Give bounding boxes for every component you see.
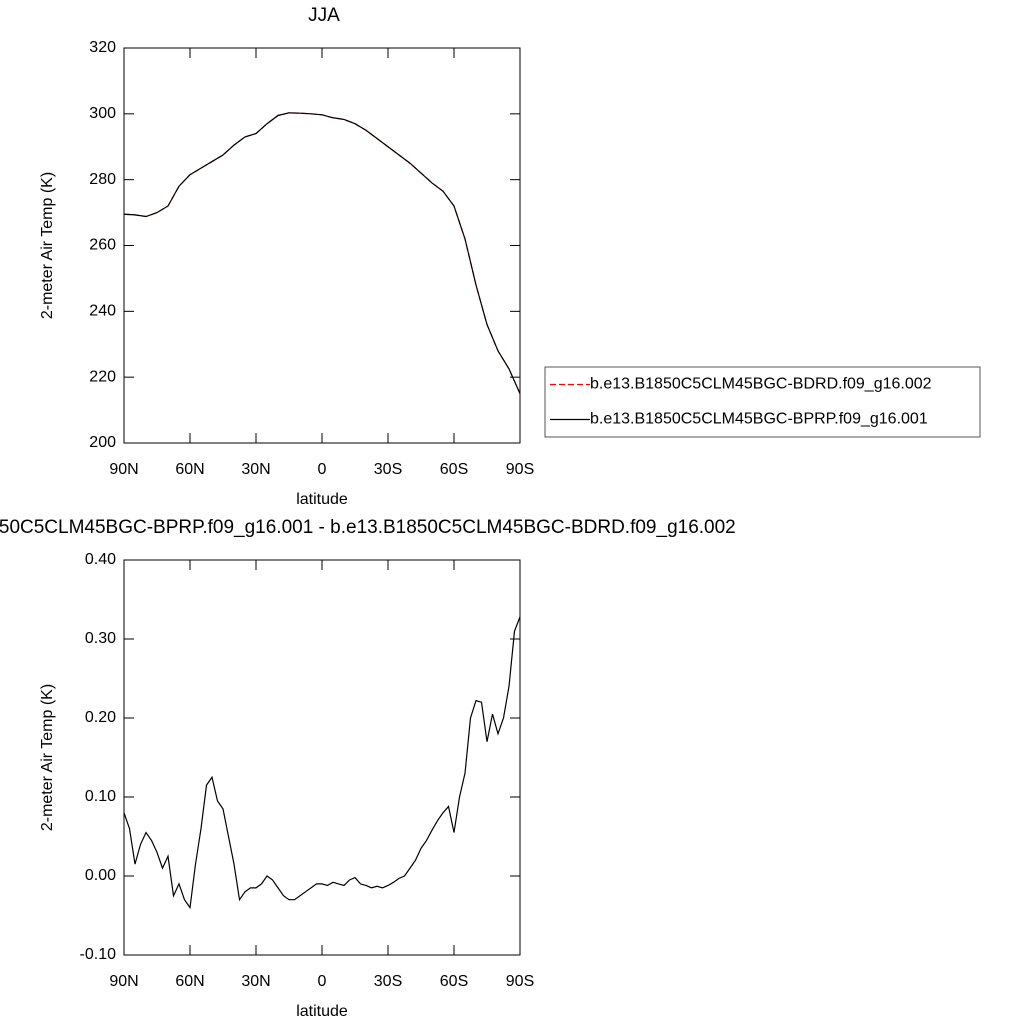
x-tick-label: 30S [374, 461, 402, 478]
data-line [123, 112, 521, 394]
x-tick-label: 0 [318, 973, 327, 990]
x-tick-label: 90S [506, 973, 534, 990]
y-tick-label: 0.20 [85, 709, 116, 726]
chart-title: JJA [308, 5, 340, 26]
x-tick-label: 60N [175, 973, 204, 990]
x-tick-label: 60N [175, 461, 204, 478]
y-tick-label: 320 [89, 39, 116, 56]
x-tick-label: 30N [241, 461, 270, 478]
x-tick-label: 60S [440, 461, 468, 478]
legend-box [544, 366, 981, 438]
x-axis-label: latitude [296, 491, 348, 508]
y-axis-label: 2-meter Air Temp (K) [39, 172, 56, 319]
chart-title: b.e13.B1850C5CLM45BGC-BPRP.f09_g16.001 -… [0, 517, 736, 538]
x-tick-label: 60S [440, 973, 468, 990]
x-tick-label: 90S [506, 461, 534, 478]
x-tick-label: 30N [241, 973, 270, 990]
y-axis-label: 2-meter Air Temp (K) [39, 684, 56, 831]
y-tick-label: 300 [89, 105, 116, 122]
y-tick-label: 240 [89, 303, 116, 320]
plot-frame [123, 47, 521, 444]
y-tick-label: 0.00 [85, 867, 116, 884]
x-tick-label: 0 [318, 461, 327, 478]
y-tick-label: 280 [89, 171, 116, 188]
x-tick-label: 90N [109, 973, 138, 990]
legend-label: b.e13.B1850C5CLM45BGC-BDRD.f09_g16.002 [590, 376, 932, 393]
x-tick-label: 90N [109, 461, 138, 478]
data-line [123, 616, 521, 910]
y-tick-label: -0.10 [80, 946, 117, 963]
data-line [123, 112, 521, 394]
y-tick-label: 0.40 [85, 551, 116, 568]
x-axis-label: latitude [296, 1003, 348, 1020]
y-tick-label: 0.30 [85, 630, 116, 647]
x-tick-label: 30S [374, 973, 402, 990]
legend-label: b.e13.B1850C5CLM45BGC-BPRP.f09_g16.001 [590, 411, 928, 428]
y-tick-label: 260 [89, 237, 116, 254]
y-tick-label: 0.10 [85, 788, 116, 805]
y-tick-label: 220 [89, 368, 116, 385]
y-tick-label: 200 [89, 434, 116, 451]
